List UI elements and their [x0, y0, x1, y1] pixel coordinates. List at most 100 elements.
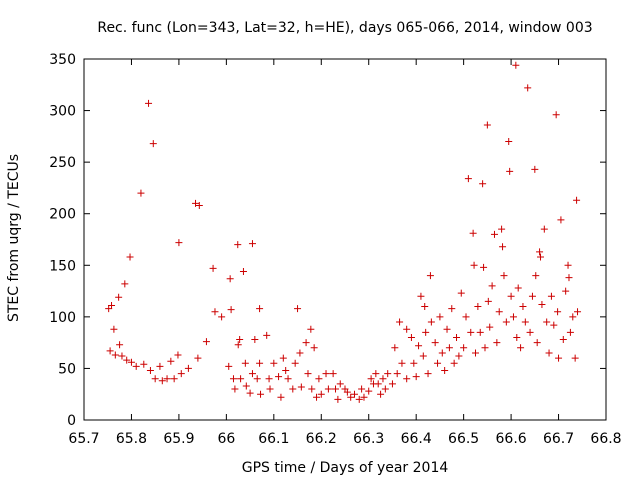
- data-point: [526, 328, 534, 336]
- data-point: [490, 230, 498, 238]
- data-point: [123, 356, 131, 364]
- data-point: [343, 388, 351, 396]
- data-point: [512, 61, 520, 69]
- data-point: [507, 292, 515, 300]
- data-point: [170, 375, 178, 383]
- data-point: [574, 308, 582, 316]
- data-point: [251, 336, 259, 344]
- data-point: [445, 344, 453, 352]
- data-point: [324, 385, 332, 393]
- data-point: [484, 297, 492, 305]
- y-tick-label: 100: [49, 310, 76, 326]
- data-point: [464, 175, 472, 183]
- x-tick-label: 66.4: [401, 431, 432, 447]
- data-point: [521, 318, 529, 326]
- data-point: [225, 362, 233, 370]
- data-point: [246, 389, 254, 397]
- data-point: [334, 395, 342, 403]
- data-point: [543, 318, 551, 326]
- data-point: [472, 349, 479, 357]
- data-point: [403, 375, 411, 383]
- data-point: [146, 366, 154, 374]
- data-point: [137, 189, 145, 197]
- data-point: [499, 243, 507, 251]
- data-point: [495, 308, 503, 316]
- data-point: [462, 313, 470, 321]
- data-point: [126, 253, 134, 261]
- data-point: [509, 313, 517, 321]
- x-tick-label: 66: [217, 431, 235, 447]
- data-point: [121, 280, 129, 288]
- data-point: [329, 370, 337, 378]
- y-tick-label: 300: [49, 104, 76, 120]
- data-point: [379, 375, 387, 383]
- data-point: [257, 390, 265, 398]
- x-tick-label: 66.6: [496, 431, 527, 447]
- data-point: [227, 306, 235, 314]
- data-point: [531, 165, 539, 173]
- data-point: [229, 375, 237, 383]
- data-point: [275, 373, 283, 381]
- data-point: [506, 167, 514, 175]
- data-point: [248, 240, 256, 248]
- data-point: [559, 336, 567, 344]
- data-point: [480, 263, 488, 271]
- data-point: [237, 375, 245, 383]
- data-point: [436, 313, 444, 321]
- y-axis-label: STEC from uqrg / TECUs: [6, 154, 22, 322]
- data-point: [115, 293, 123, 301]
- data-point: [555, 354, 563, 362]
- data-point: [347, 393, 355, 401]
- data-point: [374, 380, 382, 388]
- data-point: [502, 318, 510, 326]
- data-point: [427, 318, 435, 326]
- data-point: [279, 354, 287, 362]
- data-point: [156, 362, 164, 370]
- data-point: [393, 370, 401, 378]
- data-point: [310, 344, 318, 352]
- data-point: [195, 201, 203, 209]
- data-point: [469, 229, 477, 237]
- data-point: [127, 358, 135, 366]
- x-tick-label: 65.8: [116, 431, 147, 447]
- data-point: [110, 325, 118, 333]
- data-point: [528, 292, 536, 300]
- data-point: [457, 289, 465, 297]
- data-point: [202, 338, 210, 346]
- data-point: [296, 349, 304, 357]
- data-point: [132, 362, 140, 370]
- data-point: [307, 325, 315, 333]
- x-tick-label: 66.5: [448, 431, 479, 447]
- data-point: [498, 225, 506, 233]
- data-point: [277, 393, 285, 401]
- data-point: [270, 359, 278, 367]
- data-point: [218, 313, 226, 321]
- data-point: [149, 140, 157, 148]
- data-point: [234, 241, 242, 249]
- data-point: [552, 111, 560, 119]
- data-point: [431, 339, 439, 347]
- data-point: [151, 375, 159, 383]
- data-point: [372, 370, 380, 378]
- data-point: [474, 303, 482, 311]
- data-point: [514, 284, 522, 292]
- data-point: [450, 359, 458, 367]
- data-point: [481, 344, 489, 352]
- data-point: [294, 305, 302, 313]
- data-point: [396, 318, 404, 326]
- data-point: [517, 344, 525, 352]
- data-point: [403, 325, 411, 333]
- data-point: [248, 370, 256, 378]
- x-tick-label: 65.9: [163, 431, 194, 447]
- data-point: [108, 302, 116, 310]
- data-point: [145, 99, 153, 107]
- data-point: [291, 359, 299, 367]
- data-point: [483, 121, 491, 129]
- y-tick-label: 150: [49, 258, 76, 274]
- y-axis-ticks: 0 50 100 150 200 250 300 350: [49, 52, 606, 429]
- data-point: [467, 328, 475, 336]
- data-point: [537, 253, 545, 261]
- data-point: [175, 239, 183, 247]
